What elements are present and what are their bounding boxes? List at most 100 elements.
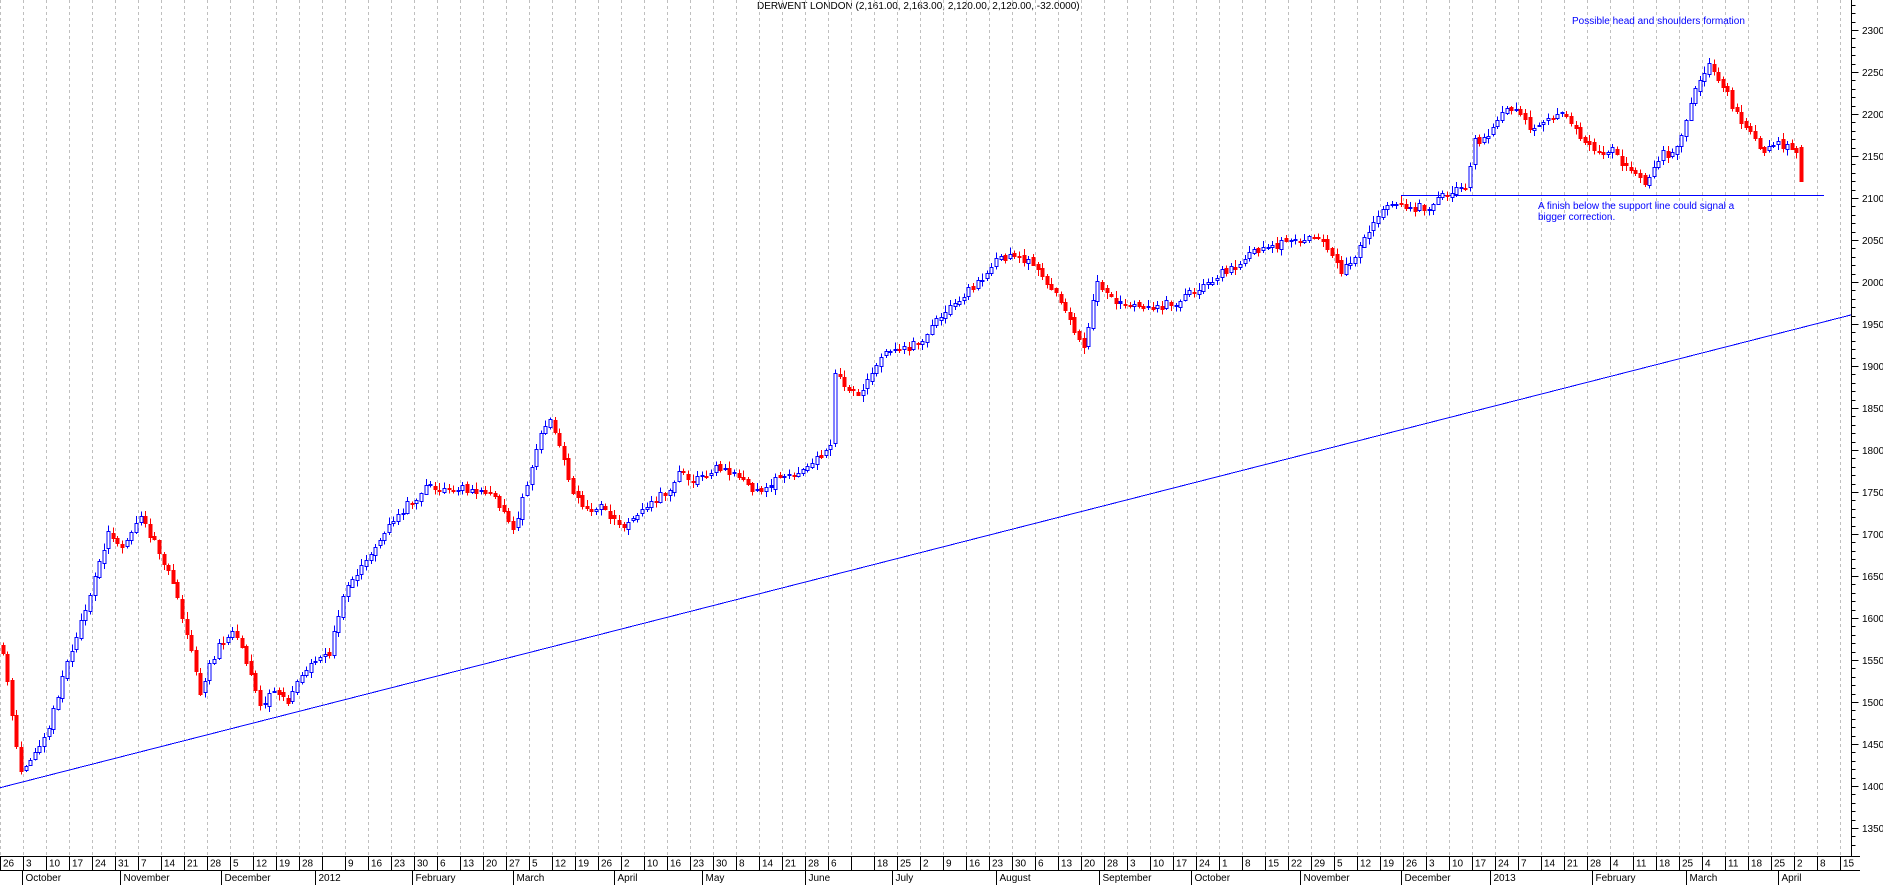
svg-text:21: 21 (187, 859, 199, 870)
svg-text:2012: 2012 (319, 873, 342, 884)
svg-text:23: 23 (394, 859, 406, 870)
svg-text:November: November (124, 873, 171, 884)
svg-text:1800: 1800 (1862, 446, 1883, 457)
svg-text:March: March (517, 873, 545, 884)
svg-text:4: 4 (1613, 859, 1619, 870)
svg-text:25: 25 (900, 859, 912, 870)
svg-text:11: 11 (1636, 859, 1647, 870)
svg-text:28: 28 (1107, 859, 1119, 870)
svg-text:2200: 2200 (1862, 110, 1883, 121)
svg-text:30: 30 (1015, 859, 1027, 870)
svg-text:1: 1 (1222, 859, 1228, 870)
svg-text:10: 10 (647, 859, 659, 870)
svg-text:30: 30 (417, 859, 429, 870)
annotation-support-note: A finish below the support line could si… (1538, 201, 1735, 223)
svg-text:25: 25 (1682, 859, 1694, 870)
svg-text:10: 10 (1452, 859, 1464, 870)
annotation-head-and-shoulders: Possible head and shoulders formation (1572, 16, 1745, 27)
svg-text:14: 14 (762, 859, 774, 870)
svg-text:18: 18 (1751, 859, 1763, 870)
svg-text:3: 3 (1429, 859, 1435, 870)
svg-text:October: October (1195, 873, 1231, 884)
svg-text:1950: 1950 (1862, 320, 1883, 331)
svg-text:20: 20 (486, 859, 498, 870)
svg-text:September: September (1103, 873, 1153, 884)
svg-text:6: 6 (1038, 859, 1044, 870)
svg-text:December: December (225, 873, 272, 884)
svg-text:15: 15 (1268, 859, 1280, 870)
svg-text:11: 11 (1728, 859, 1739, 870)
svg-text:June: June (809, 873, 831, 884)
svg-text:2: 2 (624, 859, 630, 870)
svg-text:27: 27 (509, 859, 521, 870)
svg-text:21: 21 (785, 859, 797, 870)
svg-text:March: March (1690, 873, 1718, 884)
svg-text:19: 19 (1383, 859, 1395, 870)
svg-text:28: 28 (210, 859, 222, 870)
svg-text:21: 21 (1567, 859, 1579, 870)
svg-text:3: 3 (1130, 859, 1136, 870)
svg-text:April: April (618, 873, 638, 884)
svg-text:17: 17 (1475, 859, 1487, 870)
svg-text:1400: 1400 (1862, 782, 1883, 793)
svg-text:8: 8 (1820, 859, 1826, 870)
svg-text:20: 20 (1084, 859, 1096, 870)
svg-text:2: 2 (1797, 859, 1803, 870)
svg-text:29: 29 (1314, 859, 1326, 870)
svg-text:October: October (26, 873, 62, 884)
svg-text:1350: 1350 (1862, 824, 1883, 835)
svg-text:3: 3 (26, 859, 32, 870)
svg-text:1900: 1900 (1862, 362, 1883, 373)
svg-text:1850: 1850 (1862, 404, 1883, 415)
svg-text:2300: 2300 (1862, 26, 1883, 37)
svg-text:1500: 1500 (1862, 698, 1883, 709)
svg-text:25: 25 (1774, 859, 1786, 870)
svg-text:18: 18 (1659, 859, 1671, 870)
svg-text:19: 19 (578, 859, 590, 870)
svg-text:17: 17 (72, 859, 84, 870)
svg-text:24: 24 (1199, 859, 1211, 870)
svg-text:22: 22 (1291, 859, 1303, 870)
svg-text:2000: 2000 (1862, 278, 1883, 289)
svg-text:May: May (706, 873, 725, 884)
svg-text:28: 28 (302, 859, 314, 870)
svg-text:4: 4 (1705, 859, 1711, 870)
svg-text:February: February (416, 873, 456, 884)
svg-text:8: 8 (1245, 859, 1251, 870)
svg-text:26: 26 (1406, 859, 1418, 870)
svg-text:5: 5 (233, 859, 239, 870)
svg-text:1600: 1600 (1862, 614, 1883, 625)
svg-text:16: 16 (969, 859, 981, 870)
svg-text:1700: 1700 (1862, 530, 1883, 541)
svg-text:28: 28 (1590, 859, 1602, 870)
svg-text:1750: 1750 (1862, 488, 1883, 499)
svg-text:1550: 1550 (1862, 656, 1883, 667)
svg-text:2150: 2150 (1862, 152, 1883, 163)
svg-text:19: 19 (279, 859, 291, 870)
svg-text:6: 6 (440, 859, 446, 870)
svg-text:17: 17 (1176, 859, 1188, 870)
svg-text:10: 10 (1153, 859, 1165, 870)
svg-text:2013: 2013 (1494, 873, 1517, 884)
svg-text:7: 7 (141, 859, 147, 870)
svg-text:9: 9 (946, 859, 952, 870)
svg-text:18: 18 (877, 859, 889, 870)
svg-text:28: 28 (808, 859, 820, 870)
svg-text:15: 15 (1843, 859, 1855, 870)
svg-text:9: 9 (348, 859, 354, 870)
svg-text:July: July (896, 873, 914, 884)
svg-text:August: August (1000, 873, 1031, 884)
svg-text:23: 23 (992, 859, 1004, 870)
svg-text:14: 14 (1544, 859, 1556, 870)
svg-text:February: February (1596, 873, 1636, 884)
svg-text:16: 16 (670, 859, 682, 870)
svg-text:2050: 2050 (1862, 236, 1883, 247)
svg-text:14: 14 (164, 859, 176, 870)
svg-text:31: 31 (118, 859, 130, 870)
svg-text:26: 26 (601, 859, 613, 870)
svg-text:23: 23 (693, 859, 705, 870)
svg-text:7: 7 (1521, 859, 1527, 870)
svg-text:12: 12 (1360, 859, 1372, 870)
